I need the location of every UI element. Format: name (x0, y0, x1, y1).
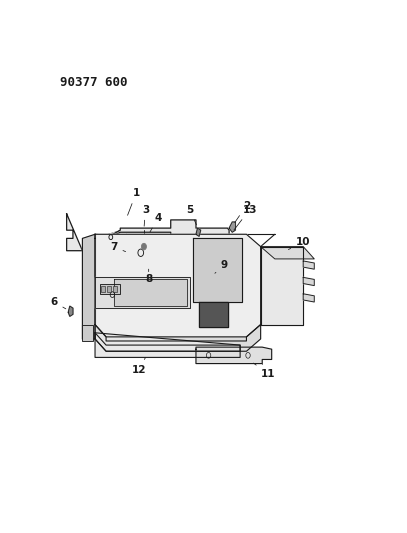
Text: 5: 5 (186, 205, 197, 225)
Polygon shape (95, 235, 260, 341)
Polygon shape (229, 222, 235, 232)
Bar (82, 325, 94, 341)
Text: 8: 8 (145, 269, 152, 285)
Circle shape (141, 243, 147, 250)
Polygon shape (199, 302, 228, 327)
Polygon shape (67, 214, 229, 251)
Text: 90377 600: 90377 600 (60, 76, 128, 89)
Bar (100, 284, 120, 294)
Polygon shape (303, 277, 314, 286)
Text: 3: 3 (142, 205, 149, 226)
Polygon shape (260, 247, 303, 325)
Text: 10: 10 (289, 238, 311, 249)
Polygon shape (260, 247, 314, 259)
Polygon shape (303, 261, 314, 269)
Polygon shape (196, 228, 201, 236)
Polygon shape (95, 277, 190, 308)
Text: 12: 12 (132, 358, 147, 375)
Text: 7: 7 (110, 241, 126, 252)
Polygon shape (303, 294, 314, 302)
Polygon shape (193, 238, 242, 302)
Text: 1: 1 (127, 188, 140, 215)
Polygon shape (196, 347, 272, 364)
Polygon shape (68, 306, 73, 317)
Polygon shape (95, 333, 240, 358)
Bar (107, 286, 111, 292)
Text: 9: 9 (215, 260, 228, 273)
Text: 11: 11 (254, 363, 276, 379)
Text: 4: 4 (150, 213, 162, 232)
Text: 13: 13 (234, 205, 257, 230)
Polygon shape (95, 325, 260, 351)
Text: 6: 6 (50, 297, 66, 309)
Bar (113, 286, 117, 292)
Polygon shape (82, 235, 95, 339)
Bar (101, 286, 105, 292)
Polygon shape (114, 279, 186, 306)
Polygon shape (95, 333, 240, 351)
Text: 2: 2 (235, 200, 250, 223)
